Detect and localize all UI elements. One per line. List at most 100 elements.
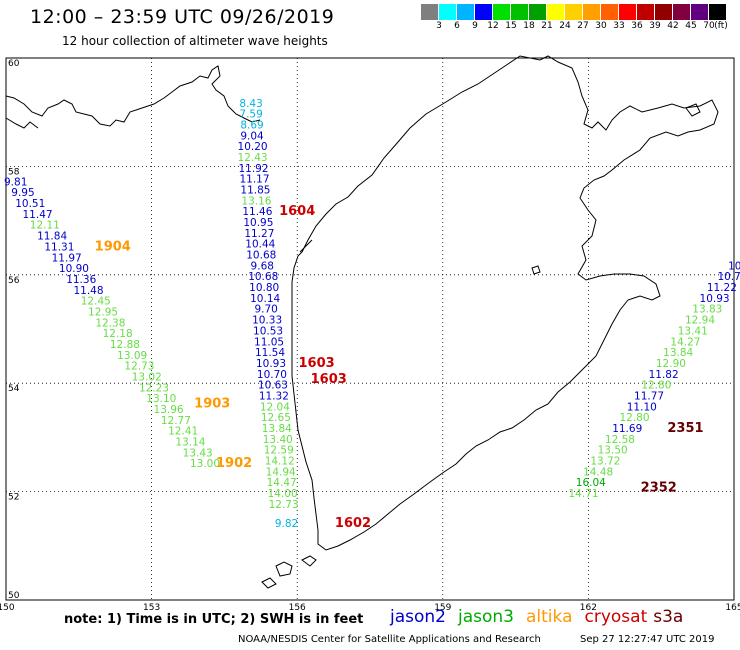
wave-height-value: 11.32 xyxy=(259,390,289,402)
wave-height-value: 12.58 xyxy=(605,434,635,446)
wave-height-value: 10.68 xyxy=(248,271,278,283)
color-swatch xyxy=(421,4,439,20)
wave-height-value: 11.85 xyxy=(240,185,270,197)
wave-height-value: 9.81 xyxy=(4,176,27,188)
wave-height-value: 11.82 xyxy=(649,369,679,381)
wave-height-value: 8.43 xyxy=(239,98,262,110)
wave-height-value: 14.00 xyxy=(268,488,298,500)
pass-time-label: 1603 xyxy=(311,372,347,387)
wave-height-value: 11.69 xyxy=(612,423,642,435)
wave-height-value: 11.31 xyxy=(44,241,74,253)
wave-height-value: 13.96 xyxy=(154,404,184,416)
wave-height-value: 10.68 xyxy=(246,250,276,262)
wave-height-value: 11.97 xyxy=(52,252,82,264)
pass-time-label: 1602 xyxy=(335,516,371,531)
color-swatch xyxy=(529,4,547,20)
wave-height-value: 13.09 xyxy=(117,350,147,362)
lon-tick-label: 162 xyxy=(580,603,597,613)
wave-height-value: 11.17 xyxy=(239,174,269,186)
wave-height-value: 13.84 xyxy=(663,347,693,359)
pass-time-label: 2351 xyxy=(667,421,703,436)
wave-height-value: 12.90 xyxy=(656,358,686,370)
wave-height-value: 14.47 xyxy=(267,477,297,489)
color-scale-label: 70 xyxy=(703,21,715,31)
wave-height-value: 11.84 xyxy=(37,231,67,243)
wave-height-value: 13.50 xyxy=(598,445,628,457)
wave-height-value: 16.04 xyxy=(576,477,606,489)
color-swatch xyxy=(619,4,637,20)
wave-height-value: 12.11 xyxy=(30,220,60,232)
lon-tick-label: 153 xyxy=(143,603,160,613)
legend-jason3: jason3 xyxy=(458,607,514,627)
color-scale-label: 27 xyxy=(577,21,589,31)
footer-note: note: 1) Time is in UTC; 2) SWH is in fe… xyxy=(64,612,364,627)
wave-height-value: 11.05 xyxy=(254,336,284,348)
wave-height-values: 8.437.598.699.0410.2012.4311.9211.1711.8… xyxy=(4,98,740,530)
color-scale-label: 42 xyxy=(667,21,679,31)
color-scale-labels: 3 6 9 12 15 18 21 24 27 30 33 36 39 42 45 70 (ft) xyxy=(421,21,740,35)
color-scale-label: 24 xyxy=(559,21,571,31)
color-scale-label: (ft) xyxy=(714,21,728,31)
wave-height-value: 10.93 xyxy=(700,293,730,305)
wave-height-value: 12.94 xyxy=(685,315,715,327)
pass-time-label: 2352 xyxy=(641,481,677,496)
lat-tick-label: 54 xyxy=(8,384,20,394)
wave-height-value: 13.72 xyxy=(590,456,620,468)
pass-time-label: 1904 xyxy=(95,239,131,254)
color-scale-label: 12 xyxy=(487,21,499,31)
wave-height-value: 13.40 xyxy=(263,434,293,446)
color-swatch xyxy=(709,4,727,20)
wave-height-value: 11.10 xyxy=(627,401,657,413)
wave-height-value: 12.95 xyxy=(88,306,118,318)
wave-height-value: 11.47 xyxy=(23,209,53,221)
color-scale-label: 39 xyxy=(649,21,661,31)
color-swatch xyxy=(601,4,619,20)
wave-height-value: 9.70 xyxy=(254,304,277,316)
wave-height-value: 11.92 xyxy=(238,163,268,175)
lon-tick-label: 165 xyxy=(725,603,740,613)
wave-height-value: 12.77 xyxy=(161,415,191,427)
wave-height-value: 11.22 xyxy=(707,282,737,294)
color-scale-label: 15 xyxy=(505,21,517,31)
color-scale-label: 9 xyxy=(472,21,478,31)
wave-height-value: 10.33 xyxy=(252,315,282,327)
generated-timestamp: Sep 27 12:27:47 UTC 2019 xyxy=(580,634,715,645)
wave-height-value: 12.45 xyxy=(81,296,111,308)
island-1 xyxy=(275,561,293,577)
legend-jason2: jason2 xyxy=(390,607,446,627)
legend-cryosat: cryosat xyxy=(584,607,648,627)
wave-height-value: 13.02 xyxy=(132,371,162,383)
wave-height-value: 10.95 xyxy=(243,217,273,229)
color-scale-label: 33 xyxy=(613,21,625,31)
color-scale-label: 3 xyxy=(436,21,442,31)
wave-height-value: 10.44 xyxy=(245,239,275,251)
wave-height-value: 12.88 xyxy=(110,339,140,351)
wave-height-value: 12.80 xyxy=(641,380,671,392)
peninsula-tip xyxy=(299,239,313,253)
wave-height-value: 13.14 xyxy=(175,437,205,449)
lon-tick-label: 156 xyxy=(289,603,306,613)
wave-height-value: 12.23 xyxy=(139,382,169,394)
island-5 xyxy=(685,103,701,117)
wave-height-value: 10. xyxy=(728,260,740,272)
lat-tick-label: 52 xyxy=(8,493,19,503)
wave-height-value: 10.51 xyxy=(15,198,45,210)
satellite-legend: jason2 jason3 altika cryosat s3a xyxy=(390,607,695,627)
wave-height-value: 10.70 xyxy=(257,369,287,381)
wave-height-value: 12.59 xyxy=(264,445,294,457)
lat-tick-label: 56 xyxy=(8,276,20,286)
island-3 xyxy=(301,555,317,567)
color-swatch xyxy=(691,4,709,20)
wave-height-value: 12.43 xyxy=(238,152,268,164)
lat-lon-grid: 150 153 156 159 162 165 60 58 56 54 52 50 xyxy=(0,57,740,613)
color-swatch xyxy=(655,4,673,20)
wave-height-value: 12.73 xyxy=(124,361,154,373)
wave-height-value: 10.7 xyxy=(717,271,740,283)
coastline xyxy=(5,55,719,589)
pass-time-label: 1902 xyxy=(216,456,252,471)
lon-tick-label: 150 xyxy=(0,603,15,613)
pass-time-label: 1603 xyxy=(299,356,335,371)
wave-height-value: 12.38 xyxy=(95,317,125,329)
wave-height-value: 13.43 xyxy=(183,447,213,459)
wave-height-value: 10.20 xyxy=(238,141,268,153)
